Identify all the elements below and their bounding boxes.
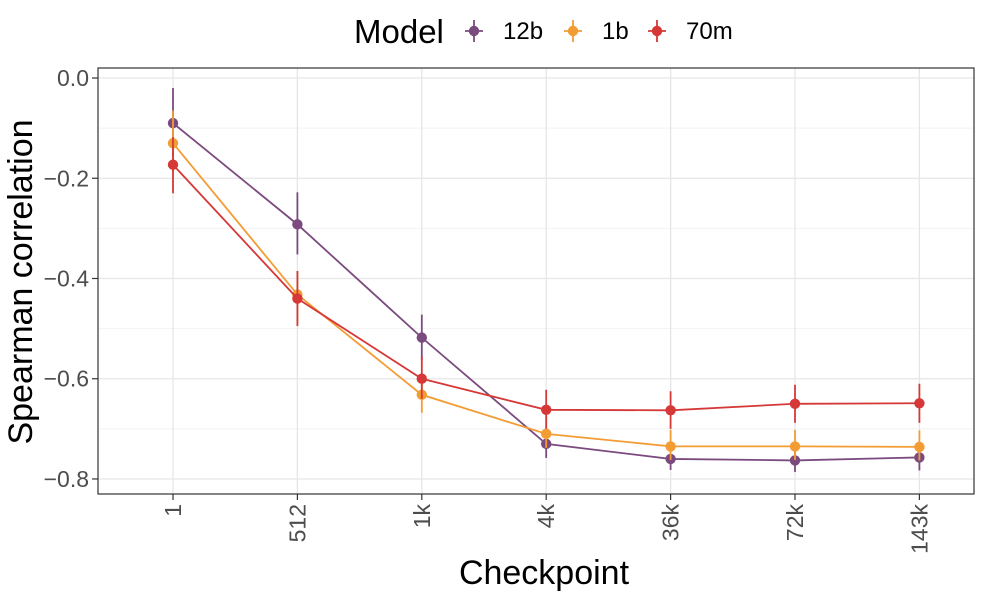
legend-key-point: [468, 25, 480, 37]
x-axis-title: Checkpoint: [459, 554, 630, 592]
data-point: [416, 373, 427, 384]
legend-title: Model: [354, 13, 444, 50]
data-point: [789, 455, 801, 466]
legend-label-1b: 1b: [602, 18, 629, 45]
legend-label-70m: 70m: [686, 18, 733, 45]
x-tick-label: 1k: [409, 504, 435, 529]
x-tick-label: 72k: [782, 504, 808, 542]
x-tick-label: 4k: [533, 504, 559, 529]
data-point: [914, 398, 925, 409]
series-70m: [167, 137, 925, 429]
y-tick-label: −0.8: [44, 466, 89, 492]
data-point: [789, 398, 801, 409]
x-tick-label: 143k: [906, 504, 932, 554]
legend-key-point: [651, 25, 663, 37]
series-layer: [167, 88, 925, 472]
y-tick-label: −0.4: [44, 265, 90, 291]
data-point: [665, 441, 676, 452]
data-point: [292, 219, 303, 230]
data-point: [665, 405, 676, 416]
plot-panel-border: [97, 67, 975, 495]
legend-key-point: [567, 25, 579, 37]
data-point: [541, 404, 552, 416]
data-point: [167, 159, 179, 170]
data-point: [914, 441, 925, 453]
y-tick-label: 0.0: [57, 65, 89, 91]
y-tick-label: −0.6: [44, 366, 89, 392]
data-point: [541, 428, 552, 440]
x-tick-label: 36k: [658, 504, 684, 542]
data-point: [789, 441, 801, 452]
x-tick-label: 1: [160, 504, 186, 517]
legend-label-12b: 12b: [503, 18, 543, 45]
x-tick-label: 512: [284, 504, 310, 542]
legend: Model 12b 1b 70m: [354, 13, 733, 50]
data-point: [292, 293, 303, 304]
y-axis-title: Spearman correlation: [2, 119, 40, 444]
data-point: [416, 332, 427, 343]
axis-layer: 0.0 −0.2 −0.4 −0.6 −0.8 1 512 1k 4k 36k 72k 143k: [44, 65, 933, 554]
y-tick-label: −0.2: [44, 165, 89, 191]
